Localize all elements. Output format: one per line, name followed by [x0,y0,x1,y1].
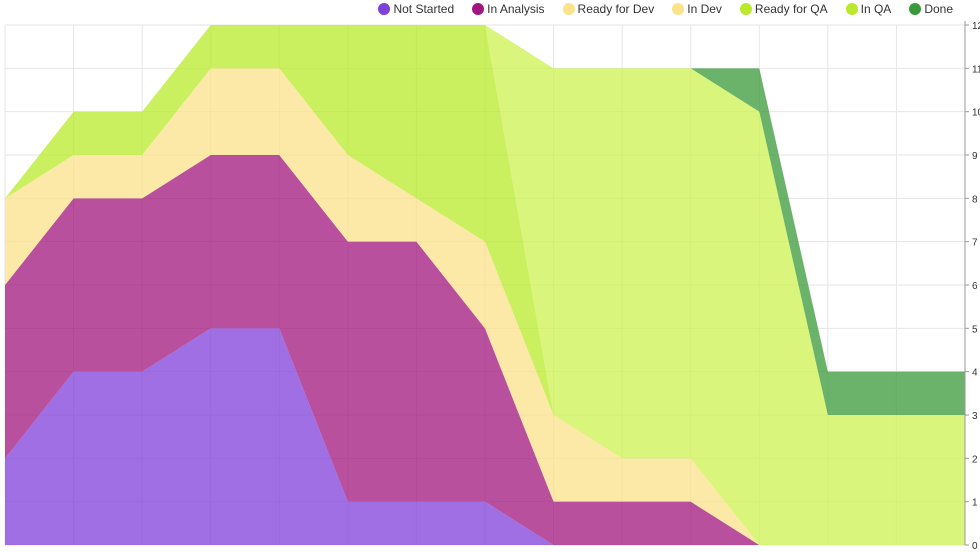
legend-item-in-dev[interactable]: In Dev [672,2,722,16]
legend: Not Started In Analysis Ready for Dev In De… [378,2,953,16]
legend-label: Not Started [393,2,455,16]
legend-item-in-analysis[interactable]: In Analysis [472,2,545,16]
series-area-ready-for-qa [5,25,965,545]
y-tick-label: 11 [972,64,980,75]
legend-dot-icon [378,3,391,15]
legend-dot-icon [739,3,752,15]
series-areas [5,25,965,545]
legend-item-not-started[interactable]: Not Started [378,2,454,16]
legend-item-in-qa[interactable]: In QA [845,2,892,16]
legend-dot-icon [845,3,858,15]
series-area-not-started [5,328,965,545]
series-area-in-qa [5,25,965,545]
y-tick-label: 1 [972,498,978,509]
legend-label: Ready for Dev [577,2,655,16]
y-tick-label: 12 [972,21,980,32]
y-tick-label: 6 [972,281,978,292]
series-area-in-analysis [5,155,965,545]
legend-item-ready-for-dev[interactable]: Ready for Dev [562,2,655,16]
legend-item-ready-for-qa[interactable]: Ready for QA [739,2,828,16]
y-tick-label: 4 [972,368,978,379]
y-tick-label: 5 [972,324,978,335]
legend-dot-icon [562,3,575,15]
legend-label: In Dev [687,2,722,16]
y-tick-label: 0 [972,541,978,552]
y-tick-label: 3 [972,411,978,422]
legend-dot-icon [672,3,685,15]
legend-dot-icon [472,3,485,15]
legend-label: In Analysis [487,2,545,16]
y-tick-label: 7 [972,238,978,249]
series-area-in-dev [5,68,965,545]
y-axis: 0123456789101112 [964,21,980,552]
legend-label: Done [924,2,953,16]
series-area-done [5,25,965,415]
y-tick-label: 2 [972,454,978,465]
legend-label: Ready for QA [754,2,828,16]
legend-label: In QA [860,2,892,16]
legend-dot-icon [909,3,922,15]
legend-item-done[interactable]: Done [909,2,953,16]
y-tick-label: 9 [972,151,978,162]
y-tick-label: 8 [972,194,978,205]
y-tick-label: 10 [972,108,980,119]
